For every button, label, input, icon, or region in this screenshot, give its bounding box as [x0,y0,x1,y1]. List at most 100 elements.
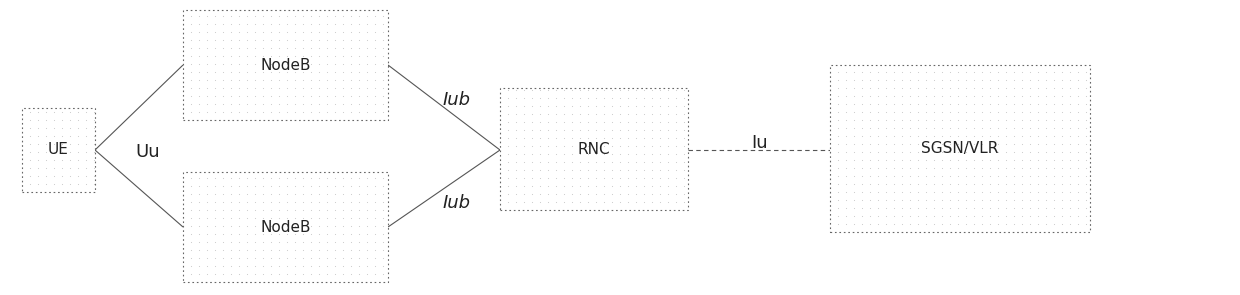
Point [1004,134,1024,138]
Point [618,176,637,180]
Point [498,184,518,189]
Point [373,54,393,58]
Point [522,200,542,204]
Point [262,14,281,18]
Point [229,30,249,34]
Text: Iub: Iub [443,91,471,109]
Point [996,165,1016,170]
Point [213,14,233,18]
Point [213,256,233,260]
Point [309,216,329,220]
Point [1021,94,1040,98]
Point [650,152,670,156]
Point [570,88,590,92]
Point [341,46,361,50]
Point [868,150,888,154]
Point [309,46,329,50]
Point [852,198,872,202]
Point [515,128,534,132]
Point [262,54,281,58]
Point [924,182,944,186]
Point [852,158,872,162]
Point [529,168,549,172]
Point [1044,78,1064,82]
Point [309,38,329,42]
Point [229,38,249,42]
Point [350,38,370,42]
Point [357,272,377,276]
Point [262,216,281,220]
Point [205,86,224,90]
Point [365,176,384,180]
Point [309,30,329,34]
Point [1004,150,1024,154]
Point [1028,182,1048,186]
Point [373,38,393,42]
Point [1052,165,1071,170]
Point [861,126,880,130]
Point [522,144,542,148]
Point [1028,134,1048,138]
Text: Iub: Iub [443,194,471,212]
Point [996,198,1016,202]
Point [188,102,208,106]
Point [908,142,928,146]
Point [587,112,606,116]
Point [562,96,582,100]
Point [1060,142,1080,146]
Point [246,224,265,228]
Point [317,14,337,18]
Point [634,192,653,196]
Point [852,70,872,74]
Point [498,192,518,196]
Point [603,128,622,132]
Point [373,256,393,260]
Point [1068,214,1087,218]
Point [626,88,646,92]
Point [1021,158,1040,162]
Point [932,86,952,90]
Point [334,248,353,252]
Point [1068,86,1087,90]
Point [594,192,614,196]
Point [1076,94,1096,98]
Point [365,216,384,220]
Point [988,78,1008,82]
Point [188,22,208,26]
Point [900,134,920,138]
Point [188,272,208,276]
Point [972,190,992,194]
Point [515,200,534,204]
Point [570,192,590,196]
Point [45,182,64,186]
Point [538,136,558,140]
Point [1028,142,1048,146]
Point [861,110,880,114]
Point [229,14,249,18]
Point [949,118,968,122]
Point [350,216,370,220]
Point [309,22,329,26]
Point [949,222,968,226]
Point [301,232,321,236]
Point [658,168,678,172]
Point [650,120,670,124]
Point [498,96,518,100]
Point [980,206,999,210]
Point [301,264,321,268]
Point [373,62,393,66]
Point [253,70,273,74]
Point [285,102,305,106]
Point [237,216,257,220]
Point [675,168,694,172]
Point [221,54,241,58]
Point [861,142,880,146]
Point [197,176,217,180]
Point [956,222,976,226]
Point [546,176,565,180]
Point [594,160,614,164]
Point [229,192,249,196]
Point [932,70,952,74]
Point [350,110,370,114]
Point [301,54,321,58]
